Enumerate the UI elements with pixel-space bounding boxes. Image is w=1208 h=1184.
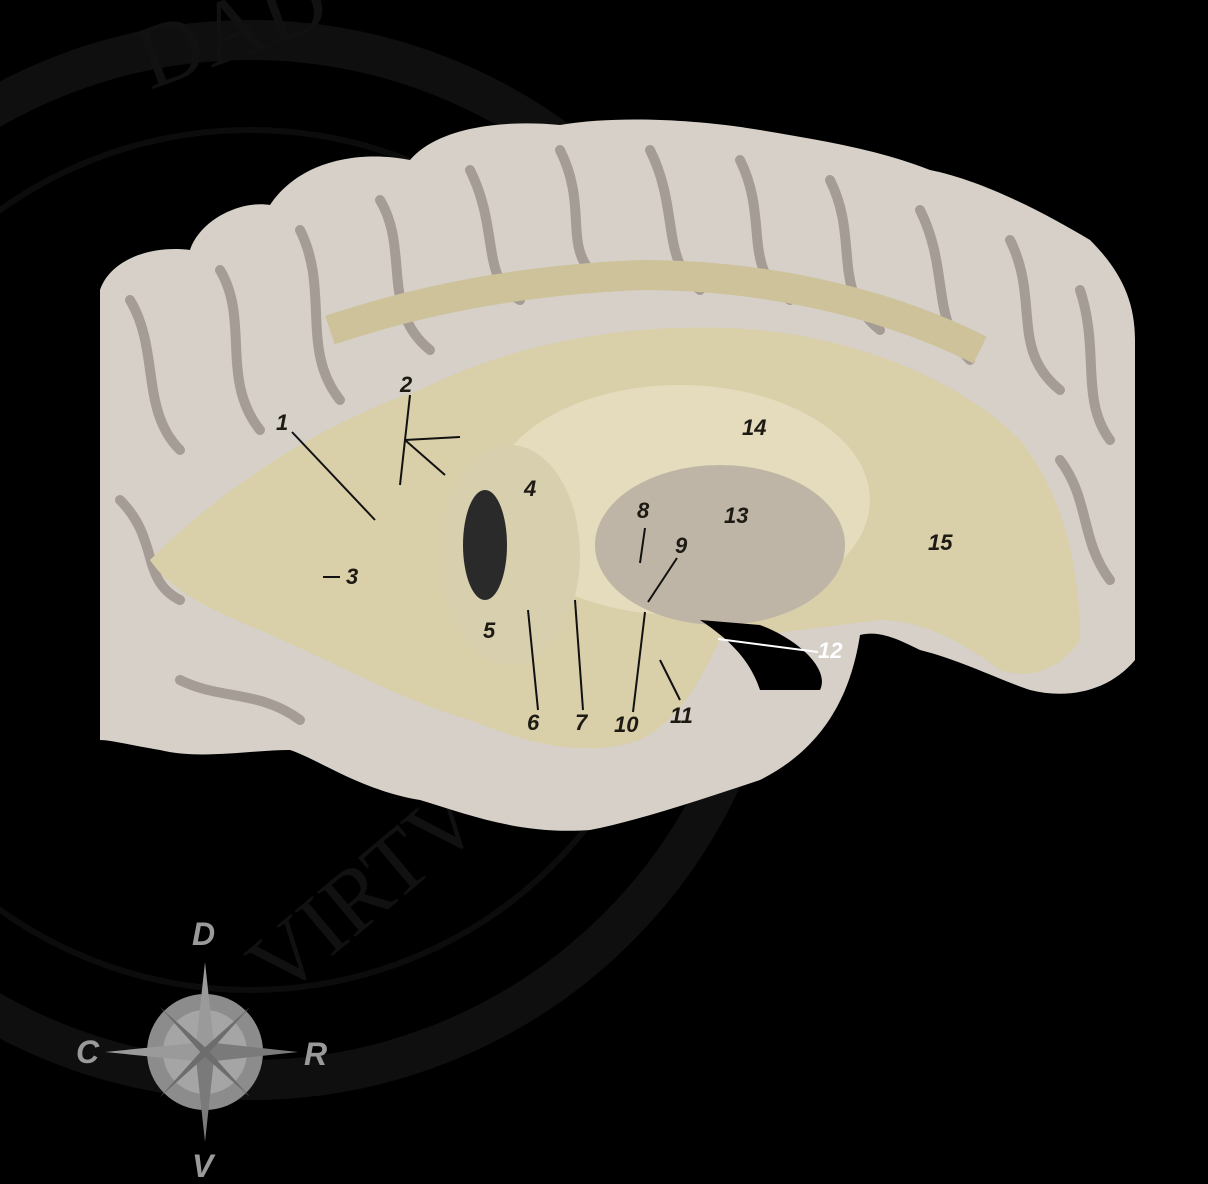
label-15: 15: [928, 530, 953, 555]
label-6: 6: [527, 710, 540, 735]
leader-lines: [291, 394, 681, 713]
compass-rose: [105, 962, 298, 1142]
label-14: 14: [742, 415, 767, 440]
label-4: 4: [524, 476, 537, 501]
label-12: 12: [818, 638, 843, 663]
compass-ventral: V: [192, 1148, 214, 1184]
label-7: 7: [575, 710, 588, 735]
compass-dorsal: D: [192, 916, 216, 952]
compass-rostral: R: [304, 1036, 328, 1072]
hippocampus-region: [440, 385, 870, 690]
label-11: 11: [670, 703, 693, 728]
label-9: 9: [675, 533, 688, 558]
label-2: 2: [400, 372, 413, 397]
compass-caudal: C: [76, 1034, 100, 1070]
label-10: 10: [614, 712, 639, 737]
label-3: 3: [346, 564, 359, 589]
label-5: 5: [483, 618, 496, 643]
label-8: 8: [637, 498, 650, 523]
label-13: 13: [724, 503, 749, 528]
leader-line-12: [717, 638, 819, 653]
label-1: 1: [276, 410, 289, 435]
